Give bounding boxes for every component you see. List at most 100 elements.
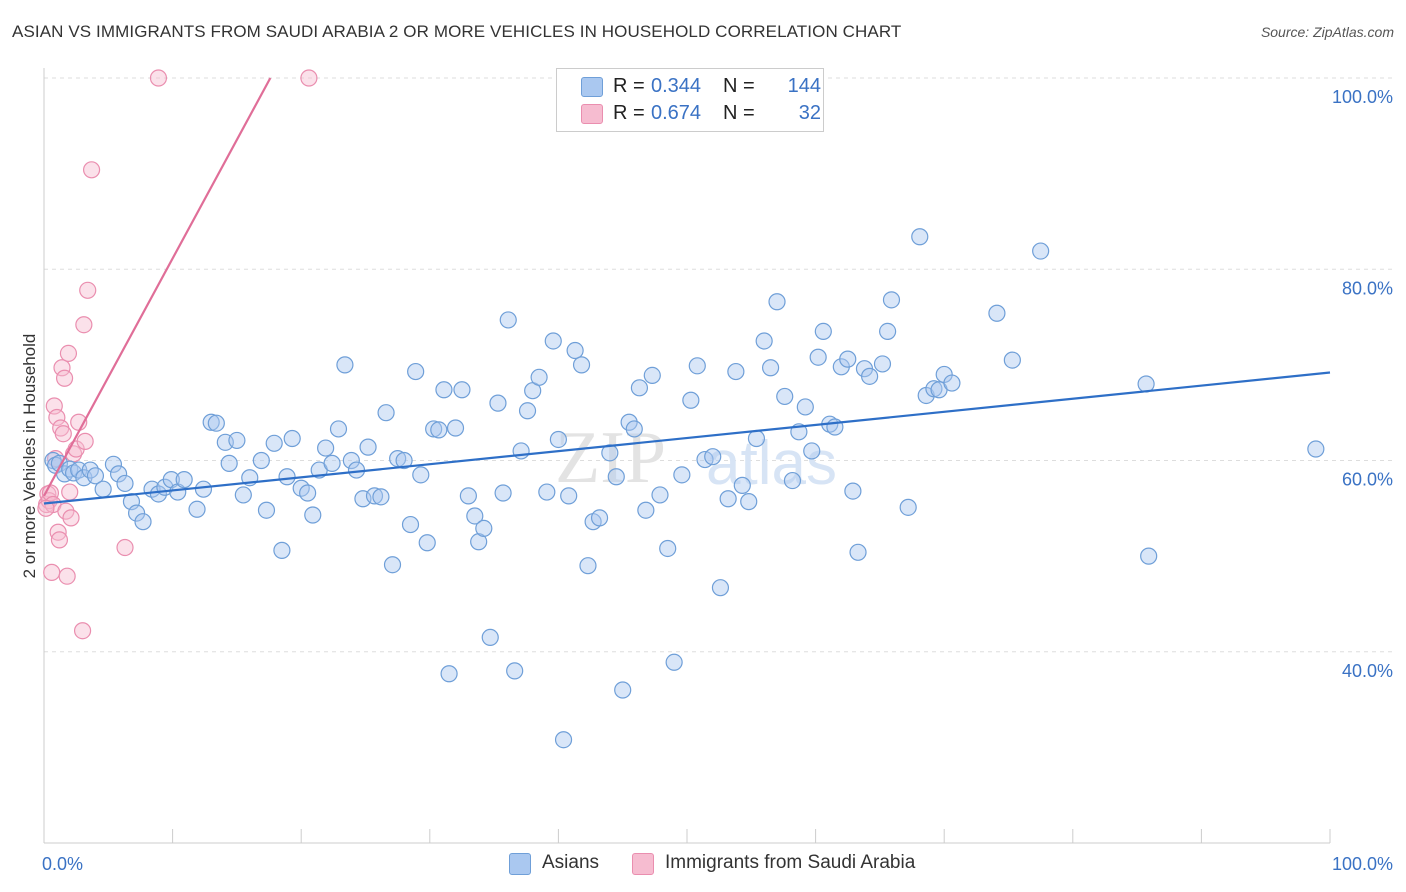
- saudi-data-point: [58, 567, 76, 585]
- asian-data-point: [435, 381, 453, 399]
- saudi-data-point: [79, 281, 97, 299]
- asian-data-point: [518, 402, 537, 420]
- asian-data-point: [86, 467, 105, 485]
- asian-data-point: [768, 293, 786, 311]
- tick-labels: 40.0% 60.0% 80.0% 100.0% 0.0% 100.0%: [42, 87, 1393, 874]
- asian-data-point: [704, 448, 722, 466]
- asian-data-point: [538, 483, 556, 501]
- asian-data-point: [711, 579, 730, 597]
- asian-data-point: [127, 504, 146, 522]
- asian-data-point: [755, 332, 773, 350]
- asian-data-point: [607, 468, 625, 486]
- asian-data-point: [1140, 547, 1158, 565]
- asian-data-point: [453, 381, 471, 399]
- asian-data-point: [323, 454, 341, 472]
- asian-data-point: [861, 367, 879, 385]
- watermark: ZIP atlas: [555, 417, 837, 499]
- y-axis-label: 2 or more Vehicles in Household: [20, 334, 39, 579]
- saudi-data-point: [61, 483, 79, 501]
- asian-data-point: [252, 451, 270, 470]
- asian-data-point: [440, 665, 458, 683]
- asian-data-point: [116, 474, 134, 493]
- asian-data-point: [560, 487, 578, 505]
- asian-data-point: [134, 513, 152, 531]
- trend-lines: [43, 77, 1331, 505]
- legend-swatch-saudi: [632, 853, 654, 875]
- y-tick-label: 60.0%: [1342, 470, 1393, 490]
- asian-data-point: [475, 519, 493, 537]
- legend-swatch-saudi: [581, 104, 603, 124]
- asian-data-point: [988, 304, 1006, 322]
- asian-data-point: [188, 500, 206, 518]
- legend-r-label: R =: [613, 75, 645, 97]
- asian-data-point: [64, 464, 83, 482]
- asian-data-point: [494, 484, 512, 502]
- asian-data-point: [637, 501, 655, 519]
- legend-n-label: N =: [723, 75, 755, 97]
- x-tick-label: 0.0%: [42, 854, 83, 874]
- saudi-data-point: [55, 369, 74, 387]
- asian-data-point: [549, 430, 568, 449]
- saudi-data-point: [43, 563, 61, 581]
- legend-n-value: 144: [787, 75, 821, 97]
- legend-n-value: 32: [798, 102, 821, 124]
- asian-data-point: [304, 506, 322, 524]
- asian-data-point: [278, 468, 296, 486]
- x-tick-label: 100.0%: [1332, 854, 1393, 874]
- asian-data-point: [207, 414, 225, 432]
- asian-data-point: [682, 391, 700, 409]
- asian-data-point: [719, 490, 737, 508]
- legend-r-value: 0.674: [651, 102, 702, 124]
- asian-data-point: [94, 480, 112, 498]
- asian-data-point: [733, 476, 751, 494]
- asian-data-point: [1307, 440, 1325, 458]
- saudi-data-point: [76, 432, 94, 450]
- legend-label-saudi: Immigrants from Saudi Arabia: [665, 852, 916, 873]
- legend-swatch-asians: [509, 853, 531, 875]
- saudi-data-point: [73, 622, 92, 640]
- y-tick-label: 40.0%: [1342, 661, 1393, 681]
- asian-data-point: [194, 480, 213, 498]
- saudi-data-point: [75, 316, 93, 334]
- source-credit: Source: ZipAtlas.com: [1260, 24, 1394, 40]
- asian-data-point: [643, 366, 661, 384]
- trend-line-asians: [43, 371, 1331, 505]
- asian-data-point: [506, 662, 524, 680]
- asian-data-point: [395, 451, 413, 470]
- series-legend: Asians Immigrants from Saudi Arabia: [0, 852, 1406, 878]
- asian-data-point: [651, 486, 669, 504]
- y-tick-label: 100.0%: [1332, 87, 1393, 107]
- series-saudi-points: [37, 69, 318, 640]
- asian-data-point: [783, 471, 802, 490]
- asian-data-point: [882, 291, 901, 309]
- asian-data-point: [459, 487, 477, 505]
- asian-data-point: [265, 434, 283, 452]
- saudi-data-point: [54, 425, 72, 443]
- asian-data-point: [1003, 351, 1021, 369]
- asian-data-point: [365, 487, 384, 505]
- watermark-zip: ZIP: [555, 417, 666, 499]
- asian-data-point: [625, 420, 643, 438]
- asian-data-point: [175, 471, 193, 489]
- legend-label-asians: Asians: [542, 852, 600, 873]
- asian-data-point: [499, 311, 517, 329]
- asian-data-point: [430, 421, 448, 439]
- asian-data-point: [383, 556, 402, 574]
- asian-data-point: [796, 398, 814, 416]
- asian-data-point: [844, 482, 862, 500]
- asian-data-point: [803, 442, 821, 460]
- legend-swatch-asians: [581, 77, 603, 97]
- asian-data-point: [359, 438, 377, 456]
- legend-r-value: 0.344: [651, 75, 702, 97]
- asian-data-point: [342, 451, 360, 470]
- asian-data-point: [590, 509, 609, 527]
- asian-data-point: [579, 557, 597, 575]
- asian-data-point: [299, 484, 317, 502]
- asian-data-point: [257, 501, 276, 519]
- asian-data-point: [104, 455, 123, 473]
- axes: [43, 68, 1331, 844]
- asian-data-point: [372, 488, 390, 506]
- asian-data-point: [899, 498, 917, 516]
- asian-data-point: [401, 515, 420, 534]
